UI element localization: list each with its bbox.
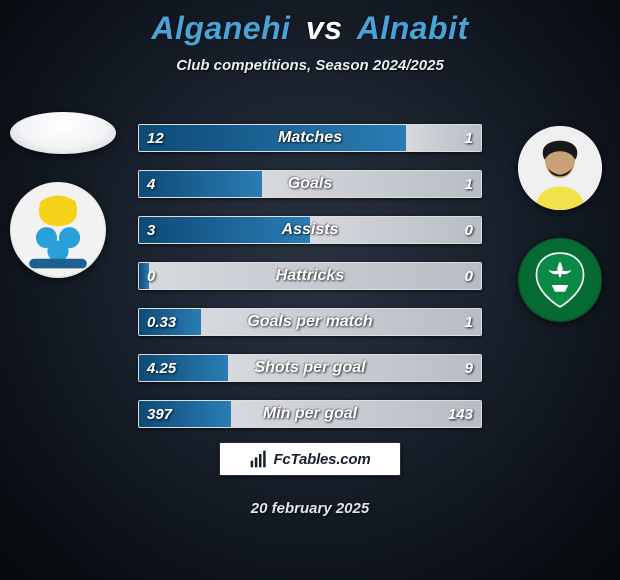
stat-row: Shots per goal4.259 (138, 354, 482, 382)
stat-right-segment (228, 355, 481, 381)
footer-date: 20 february 2025 (0, 500, 620, 517)
right-avatar-column (518, 126, 602, 322)
stat-right-segment (231, 401, 481, 427)
brand-bars-icon (249, 449, 269, 469)
stat-left-segment (139, 171, 262, 197)
page-title: Alganehi vs Alnabit (0, 10, 620, 47)
stat-left-segment (139, 125, 406, 151)
player1-club-crest (10, 182, 106, 278)
comparison-bars: Matches121 Goals41 Assists30 Hattricks00 Goa… (138, 124, 482, 428)
stat-left-segment (139, 355, 228, 381)
left-avatar-column (10, 112, 116, 278)
stat-row: Goals per match0.331 (138, 308, 482, 336)
stat-left-segment (139, 263, 149, 289)
player2-club-crest (518, 238, 602, 322)
content-root: Alganehi vs Alnabit Club competitions, S… (0, 0, 620, 580)
stat-right-segment (310, 217, 481, 243)
stat-row: Goals41 (138, 170, 482, 198)
subtitle: Club competitions, Season 2024/2025 (0, 57, 620, 74)
title-vs: vs (306, 10, 343, 46)
stat-row: Matches121 (138, 124, 482, 152)
stat-row: Assists30 (138, 216, 482, 244)
player2-photo (518, 126, 602, 210)
stat-left-segment (139, 309, 201, 335)
stat-right-segment (149, 263, 481, 289)
stat-row: Hattricks00 (138, 262, 482, 290)
title-player1: Alganehi (151, 10, 290, 46)
brand-badge: FcTables.com (219, 442, 401, 476)
player1-photo-placeholder (10, 112, 116, 154)
title-player2: Alnabit (357, 10, 469, 46)
stat-left-segment (139, 401, 231, 427)
stat-right-segment (406, 125, 481, 151)
stat-right-segment (201, 309, 481, 335)
stat-right-segment (262, 171, 481, 197)
stat-left-segment (139, 217, 310, 243)
brand-text: FcTables.com (273, 451, 370, 468)
stat-row: Min per goal397143 (138, 400, 482, 428)
